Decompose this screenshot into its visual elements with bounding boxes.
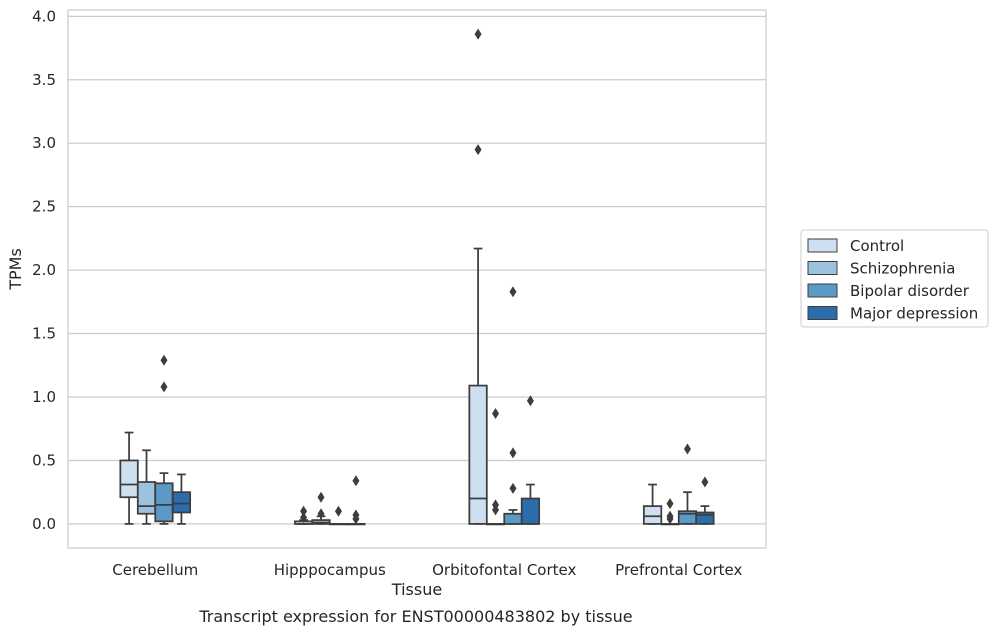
y-tick-label: 1.5 (32, 325, 56, 343)
legend-swatch (807, 261, 838, 275)
legend-label: Schizophrenia (850, 260, 955, 278)
x-tick-label: Cerebellum (112, 561, 198, 579)
outlier-point (526, 395, 534, 407)
outlier-point (492, 408, 500, 419)
outlier-point (683, 443, 691, 455)
outlier-point (300, 505, 308, 517)
box-body (520, 497, 541, 525)
y-axis-title: TPMs (6, 248, 25, 291)
legend-swatch (807, 306, 838, 320)
legend-swatch (807, 283, 838, 298)
box-body (171, 491, 192, 514)
outlier-point (352, 509, 360, 521)
outlier-point (666, 510, 674, 522)
box-major-depression (346, 475, 366, 526)
legend-label: Major depression (850, 305, 978, 323)
legend-frame (800, 229, 989, 328)
box-body (468, 384, 488, 525)
y-tick-label: 4.0 (32, 7, 56, 25)
box-bipolar-disorder (503, 286, 523, 525)
outlier-point (300, 512, 308, 524)
outlier-point (474, 28, 482, 40)
y-axis-ticks: 0.0 0.5 1.0 1.5 2.0 2.5 3.0 3.5 4.0 (32, 7, 56, 533)
outlier-point (352, 475, 360, 487)
box-body (154, 482, 174, 523)
box-bipolar-disorder (677, 443, 698, 525)
box-control (293, 505, 314, 525)
box-body (503, 512, 523, 525)
box-bipolar-disorder (328, 505, 349, 526)
outlier-point (666, 498, 674, 510)
plot-frame (67, 9, 767, 549)
box-body (136, 481, 157, 515)
box-schizophrenia (485, 408, 506, 526)
box-body (695, 511, 715, 525)
outlier-point (160, 354, 168, 366)
outlier-point (701, 476, 709, 488)
box-body (642, 505, 663, 525)
legend-label: Control (850, 237, 904, 255)
legend-swatch (807, 238, 838, 253)
boxes (119, 28, 715, 526)
y-tick-label: 3.0 (32, 134, 56, 152)
outlier-point (509, 286, 517, 298)
y-tick-label: 0.0 (32, 515, 56, 533)
box-schizophrenia (136, 449, 157, 525)
box-body (119, 459, 139, 499)
outlier-point (509, 482, 517, 494)
y-tick-label: 2.5 (32, 198, 56, 216)
outlier-point (317, 508, 325, 520)
outlier-point (509, 447, 517, 459)
box-major-depression (695, 476, 715, 525)
box-bipolar-disorder (154, 354, 174, 525)
x-tick-label: Hipppocampus (274, 561, 386, 579)
chart-caption: Transcript expression for ENST0000048380… (198, 607, 632, 626)
box-control (119, 431, 139, 525)
legend-label: Bipolar disorder (850, 282, 970, 300)
box-schizophrenia (660, 498, 680, 526)
x-axis-ticks: Cerebellum Hipppocampus Orbitofontal Corte… (112, 561, 742, 579)
box-major-depression (171, 473, 192, 525)
box-control (468, 28, 488, 525)
outlier-point (492, 499, 500, 511)
outlier-point (474, 144, 482, 156)
box-major-depression (520, 395, 541, 525)
x-axis-title: Tissue (391, 580, 442, 599)
gridlines (68, 15, 766, 525)
y-tick-label: 2.0 (32, 261, 56, 279)
outlier-point (334, 505, 342, 517)
outlier-point (317, 491, 325, 503)
y-tick-label: 1.0 (32, 388, 56, 406)
y-tick-label: 3.5 (32, 71, 56, 89)
x-tick-label: Orbitofontal Cortex (432, 561, 576, 579)
outlier-point (160, 381, 168, 393)
box-control (642, 483, 663, 525)
legend: Control Schizophrenia Bipolar disorder Majo… (800, 229, 989, 328)
x-tick-label: Prefrontal Cortex (615, 561, 742, 579)
box-schizophrenia (311, 491, 331, 525)
y-tick-label: 0.5 (32, 451, 56, 469)
